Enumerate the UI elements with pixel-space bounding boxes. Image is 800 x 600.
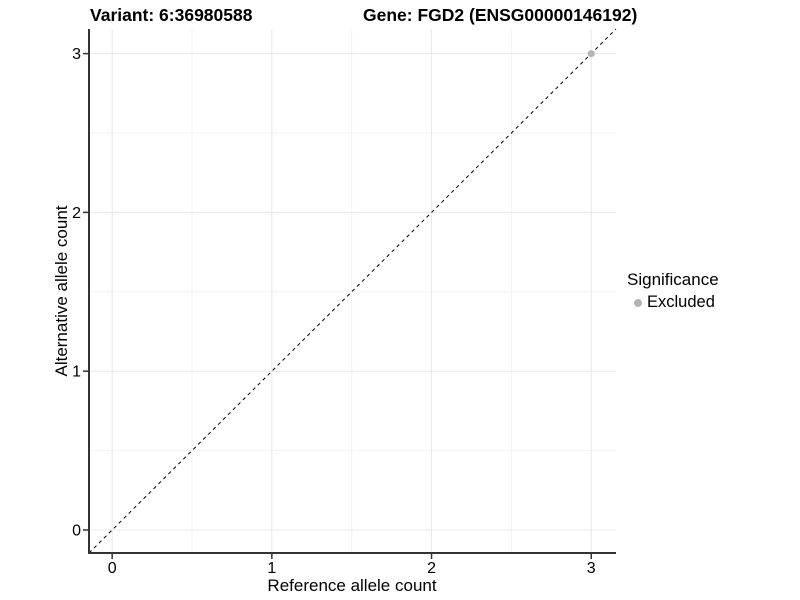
x-axis-label: Reference allele count — [267, 576, 437, 595]
legend-item-label: Excluded — [647, 293, 715, 311]
legend-item-excluded: Excluded — [634, 293, 719, 312]
gene-title: Gene: FGD2 (ENSG00000146192) — [363, 5, 638, 25]
legend-title: Significance — [627, 270, 719, 289]
variant-title: Variant: 6:36980588 — [90, 5, 253, 25]
y-tick-label: 2 — [72, 205, 81, 222]
y-tick-label: 3 — [72, 46, 81, 63]
identity-line — [88, 28, 617, 554]
x-tick-label: 0 — [108, 560, 117, 577]
legend: Significance Excluded — [627, 270, 719, 312]
x-tick-label: 1 — [267, 560, 276, 577]
y-tick-label: 0 — [72, 522, 81, 539]
data-point-excluded — [587, 50, 595, 58]
y-axis-label: Alternative allele count — [52, 205, 71, 377]
y-tick-label: 1 — [72, 364, 81, 381]
x-tick-label: 2 — [427, 560, 436, 577]
x-tick-label: 3 — [587, 560, 596, 577]
excluded-dot-icon — [634, 298, 642, 307]
